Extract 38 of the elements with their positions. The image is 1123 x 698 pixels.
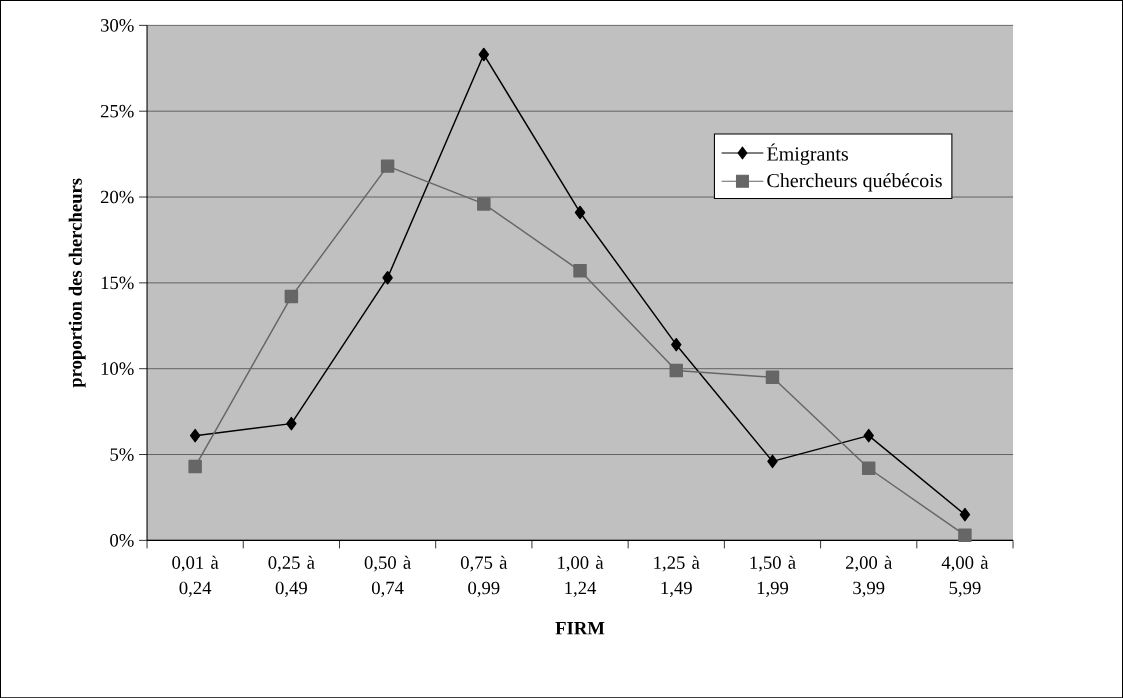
point xyxy=(671,337,682,352)
x-tick-label: 0,25 à 0,49 xyxy=(268,555,315,597)
x-tick-label: 0,75 à 0,99 xyxy=(460,555,508,597)
point xyxy=(478,47,490,62)
point xyxy=(382,270,393,285)
y-tick-label: 10% xyxy=(101,362,134,375)
y-tick-label: 5% xyxy=(110,448,134,461)
y-axis-title: proportion des chercheurs xyxy=(68,178,86,388)
x-tick-label: 2,00 à 3,99 xyxy=(845,555,893,597)
point xyxy=(477,197,491,211)
point xyxy=(959,507,971,522)
point xyxy=(380,159,395,173)
x-tick-label: 0,50 à 0,74 xyxy=(364,555,411,597)
x-tick-label: 1,00 à 1,24 xyxy=(558,555,604,597)
legend-label: Émigrants xyxy=(767,143,848,165)
point xyxy=(863,428,874,443)
y-tick-label: 25% xyxy=(100,104,134,118)
y-tick-label: 20% xyxy=(100,190,134,204)
point xyxy=(188,459,202,474)
y-tick-label: 30% xyxy=(101,18,134,32)
y-tick-label: 15% xyxy=(101,276,134,290)
point xyxy=(189,428,201,443)
x-tick-label: 1,50 à 1,99 xyxy=(750,555,796,597)
point xyxy=(574,205,586,220)
point xyxy=(669,363,683,377)
point xyxy=(573,263,587,278)
y-tick-label: 0% xyxy=(110,533,134,547)
x-tick-label: 4,00 à 5,99 xyxy=(941,555,989,597)
point xyxy=(286,416,297,431)
x-tick-label: 0,01 à 0,24 xyxy=(172,555,219,597)
legend-label: Chercheurs québécois xyxy=(767,173,942,192)
x-tick-label: 1,25 à 1,49 xyxy=(654,555,700,597)
point xyxy=(765,370,780,384)
point xyxy=(958,528,972,542)
point xyxy=(861,461,876,475)
point xyxy=(284,289,299,304)
point xyxy=(767,454,778,468)
x-axis-title: FIRM xyxy=(555,621,605,635)
